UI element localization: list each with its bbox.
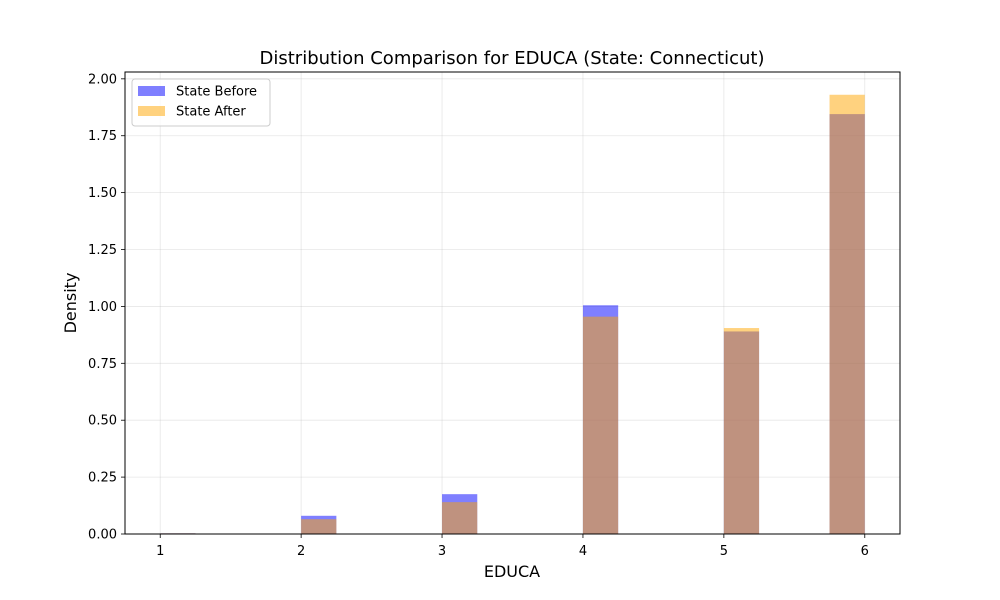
x-tick-label: 4: [579, 544, 587, 559]
legend-label: State Before: [176, 85, 257, 100]
x-tick-label: 6: [861, 544, 869, 559]
bar-series-2: [582, 316, 619, 534]
legend-swatch: [138, 106, 165, 116]
legend-label: State After: [176, 105, 246, 120]
y-axis-ticks: 0.00 0.25 0.50 0.75 1.00 1.25 1.50 1.75 2.00: [88, 72, 125, 543]
y-tick-label: 1.50: [88, 186, 117, 201]
bar-series-2: [829, 94, 865, 535]
bar-series-2: [442, 502, 478, 534]
y-tick-label: 0.00: [88, 528, 117, 543]
y-tick-label: 0.75: [88, 357, 117, 372]
legend: State Before State After: [131, 78, 271, 127]
y-tick-label: 0.25: [88, 471, 117, 486]
y-axis-label: Density: [61, 273, 80, 334]
x-tick-label: 2: [297, 544, 305, 559]
bar-series-2: [723, 328, 760, 534]
x-tick-label: 3: [438, 544, 446, 559]
y-tick-label: 1.75: [88, 129, 117, 144]
x-tick-label: 1: [156, 544, 164, 559]
legend-box: [131, 78, 271, 127]
y-tick-label: 2.00: [88, 72, 117, 87]
x-tick-label: 5: [720, 544, 728, 559]
y-tick-label: 0.50: [88, 414, 117, 429]
x-axis-label: EDUCA: [484, 562, 540, 581]
y-tick-label: 1.00: [88, 300, 117, 315]
plot-frame: [124, 71, 901, 535]
histogram-bars: [160, 94, 865, 535]
grid-lines: [125, 72, 900, 535]
legend-swatch: [138, 86, 165, 96]
chart-title: Distribution Comparison for EDUCA (State…: [260, 48, 765, 69]
x-axis-ticks: 1 2 3 4 5 6: [156, 534, 869, 559]
y-tick-label: 1.25: [88, 243, 117, 258]
bar-series-2: [301, 519, 337, 534]
